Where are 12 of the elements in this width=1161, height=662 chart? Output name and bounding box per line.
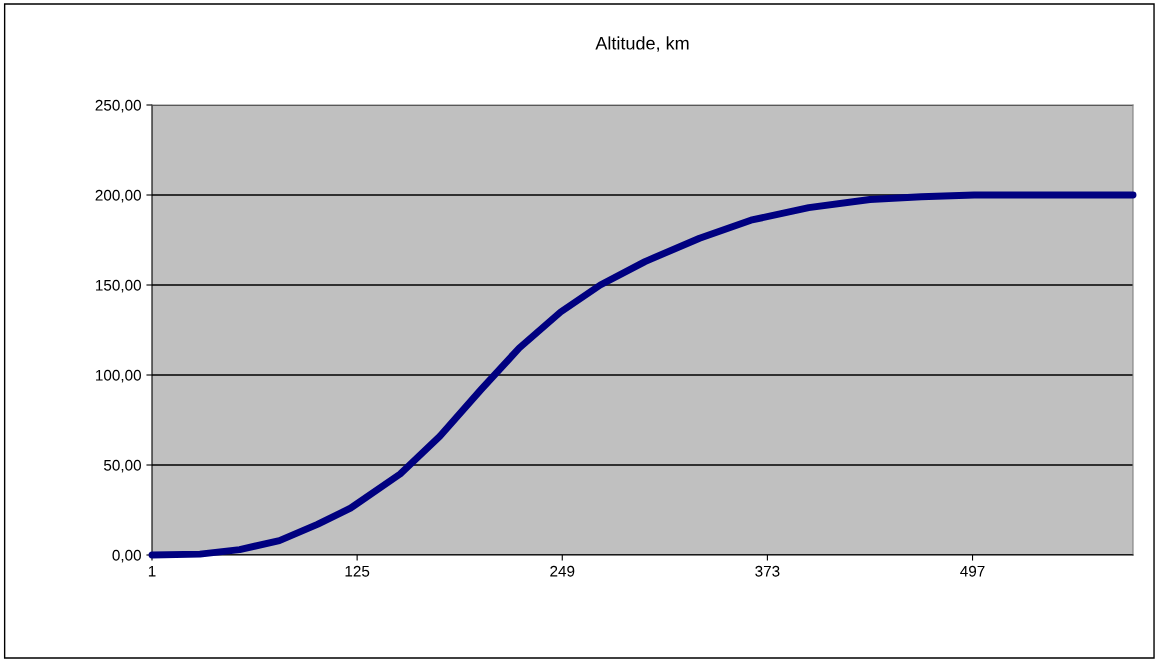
y-tick-label: 250,00: [95, 99, 141, 113]
y-tick-label: 200,00: [95, 189, 141, 203]
y-tick-label: 0,00: [112, 549, 141, 563]
x-tick-label: 1: [148, 565, 156, 577]
y-tick-label: 100,00: [96, 369, 141, 383]
y-tick-label: 50,00: [103, 459, 141, 473]
chart-title: Altitude, km: [595, 36, 689, 52]
y-tick-label: 150,00: [96, 279, 141, 293]
x-tick-label: 373: [755, 565, 780, 577]
x-tick-label: 125: [345, 565, 370, 577]
x-tick-label: 249: [550, 565, 575, 577]
x-tick-label: 497: [960, 565, 985, 577]
